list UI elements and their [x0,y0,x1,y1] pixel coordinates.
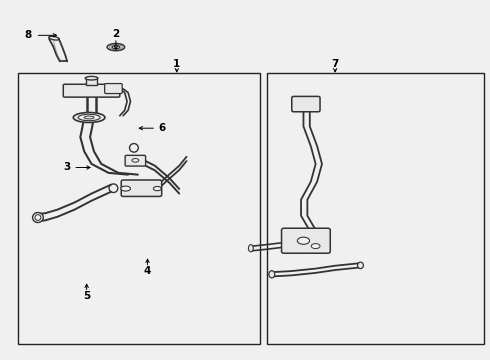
Ellipse shape [311,244,320,249]
Ellipse shape [153,186,161,191]
Ellipse shape [248,245,253,252]
FancyBboxPatch shape [282,228,330,253]
FancyBboxPatch shape [292,96,320,112]
Ellipse shape [85,76,98,80]
Text: 4: 4 [144,266,151,276]
Text: 7: 7 [331,59,339,69]
Text: 3: 3 [64,162,71,172]
Ellipse shape [112,45,120,49]
Text: 6: 6 [159,123,166,133]
Ellipse shape [84,116,94,119]
FancyBboxPatch shape [63,84,120,97]
Bar [19,73,260,344]
Ellipse shape [78,114,100,121]
Ellipse shape [358,262,364,269]
Ellipse shape [35,215,41,220]
FancyBboxPatch shape [125,156,146,166]
Ellipse shape [107,44,124,51]
Ellipse shape [269,271,275,278]
Ellipse shape [121,186,130,191]
Bar [267,73,484,344]
Text: 2: 2 [112,28,120,39]
Ellipse shape [73,112,105,122]
Text: 5: 5 [83,291,90,301]
FancyBboxPatch shape [105,84,122,94]
FancyBboxPatch shape [121,180,162,197]
Text: 8: 8 [24,30,32,40]
Ellipse shape [32,212,43,222]
Ellipse shape [132,158,139,162]
Bar [86,78,98,85]
Text: 1: 1 [173,59,180,69]
Ellipse shape [297,237,310,244]
